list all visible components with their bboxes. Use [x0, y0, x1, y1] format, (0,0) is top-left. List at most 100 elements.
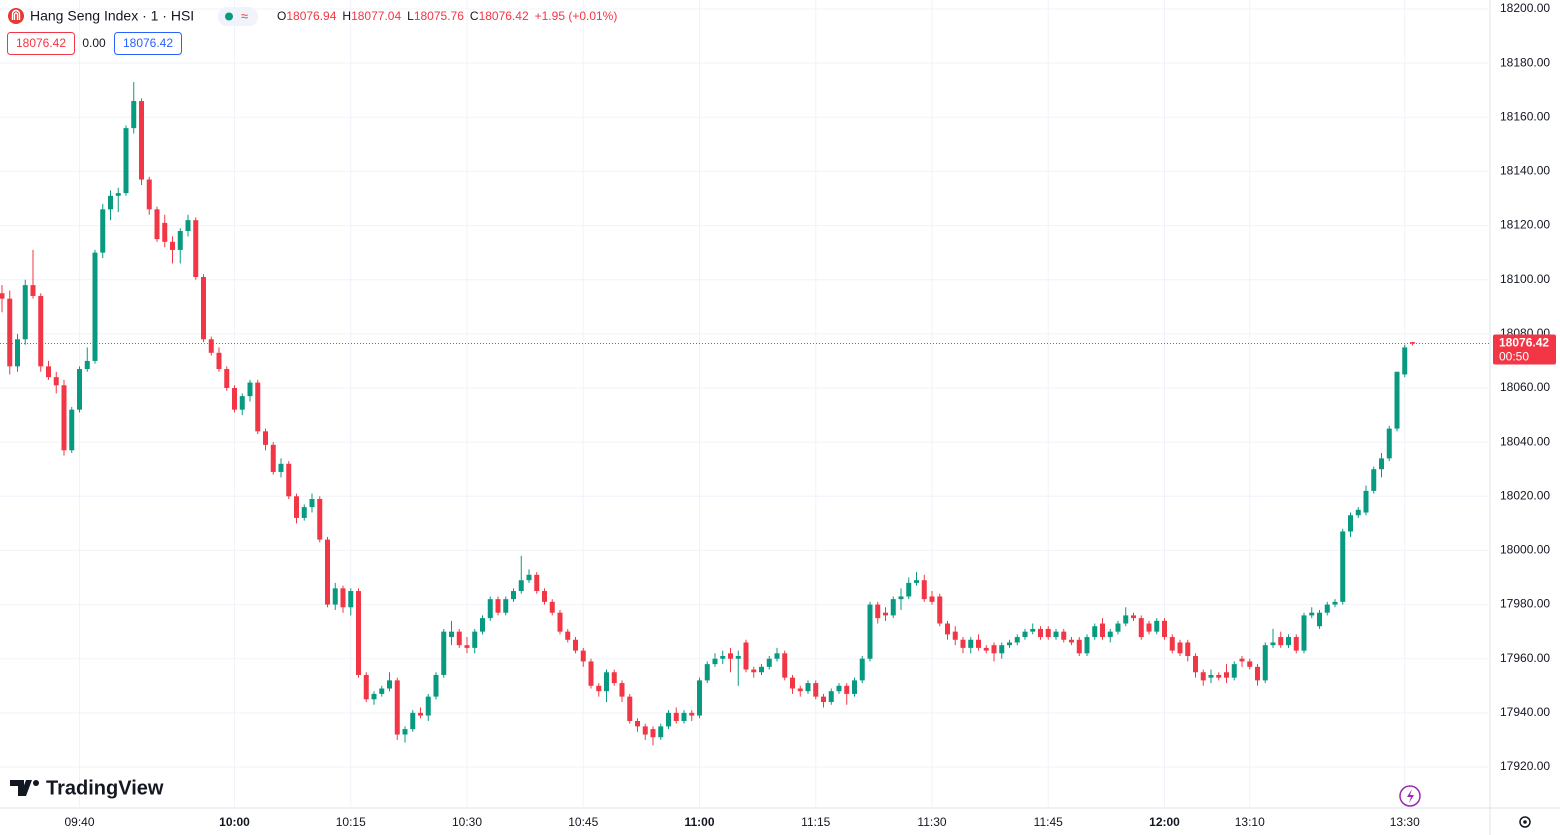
x-tick-label: 10:45: [568, 815, 598, 829]
candle-body: [1061, 631, 1067, 640]
candle-body: [1332, 601, 1338, 605]
status-icon: ≈: [241, 8, 248, 23]
candle-body: [84, 360, 90, 370]
y-tick-label: 18140.00: [1500, 164, 1550, 178]
candle-body: [495, 599, 501, 613]
candle-body: [1340, 531, 1346, 602]
candle-body: [332, 588, 338, 605]
y-tick-label: 18020.00: [1500, 488, 1550, 502]
candle-body: [38, 295, 44, 367]
candle-body: [239, 396, 245, 410]
candle-body: [418, 712, 423, 716]
candle-body: [1030, 628, 1036, 632]
candle-body: [247, 382, 253, 397]
candle-body: [1084, 637, 1090, 654]
spread: 0.00: [82, 36, 106, 50]
candle-body: [534, 574, 540, 592]
y-tick-label: 18120.00: [1500, 218, 1550, 232]
candle-body: [1053, 631, 1059, 638]
candle-body: [1224, 672, 1229, 678]
candle-body: [1402, 347, 1408, 375]
candle-body: [1038, 628, 1043, 638]
candle-body: [1007, 642, 1012, 646]
candle-body: [108, 195, 113, 210]
bid-box[interactable]: [7, 32, 75, 55]
x-tick-label: 11:15: [801, 815, 830, 829]
ask-box[interactable]: [114, 32, 182, 55]
x-tick-label: 11:00: [684, 815, 714, 829]
candle-body: [278, 463, 284, 472]
candle-body: [348, 591, 354, 608]
y-tick-label: 17980.00: [1500, 597, 1550, 611]
candle-body: [1107, 631, 1113, 638]
candle-body: [0, 293, 5, 299]
candle-body: [472, 631, 478, 648]
candle-body: [162, 222, 168, 242]
candle-body: [92, 252, 98, 361]
candle-body: [526, 574, 532, 581]
candle-body: [371, 693, 377, 700]
candle-body: [1231, 664, 1237, 678]
candle-body: [542, 591, 547, 602]
x-tick-label: 12:00: [1149, 815, 1180, 829]
candle-body: [790, 677, 795, 689]
candle-body: [1286, 637, 1291, 646]
candle-body: [387, 680, 392, 689]
candle-body: [464, 645, 470, 648]
candle-body: [1092, 626, 1098, 638]
candle-body: [573, 639, 578, 651]
candle-body: [1309, 612, 1315, 616]
candle-body: [867, 604, 873, 659]
brand-name[interactable]: TradingView: [46, 777, 164, 799]
candle-body: [232, 388, 237, 410]
candle-body: [356, 591, 361, 675]
candle-body: [759, 666, 764, 673]
settings-icon[interactable]: [1519, 816, 1531, 828]
symbol-title[interactable]: Hang Seng Index · 1 · HSI: [30, 8, 194, 24]
candle-body: [673, 712, 679, 721]
candle-body: [681, 712, 687, 721]
candle-body: [69, 409, 75, 451]
candle-body: [751, 669, 757, 673]
candle-body: [960, 639, 966, 648]
y-tick-label: 18200.00: [1500, 1, 1550, 15]
candle-body: [875, 604, 881, 619]
candle-body: [743, 642, 749, 670]
candle-body: [1162, 620, 1167, 638]
candle-body: [836, 685, 842, 692]
candle-body: [325, 539, 330, 605]
candle-body: [46, 366, 51, 378]
candle-body: [991, 645, 997, 654]
candle-body: [945, 623, 950, 635]
candle-body: [813, 683, 819, 697]
candle-body: [30, 285, 36, 296]
candle-body: [201, 277, 206, 340]
candle-body: [1270, 642, 1276, 646]
last-price-tag: [1493, 334, 1556, 365]
candle-body: [410, 712, 416, 730]
candle-body: [697, 680, 702, 716]
candle-body: [402, 729, 408, 735]
candle-body: [999, 645, 1005, 654]
candle-body: [728, 653, 733, 659]
candle-body: [425, 696, 431, 716]
last-price-label: 18076.42: [1499, 336, 1549, 350]
candle-body: [123, 128, 129, 194]
candle-body: [921, 580, 927, 600]
candle-body: [604, 672, 609, 692]
candle-body: [154, 209, 160, 240]
y-tick-label: 17920.00: [1500, 759, 1550, 773]
x-tick-label: 10:30: [452, 815, 482, 829]
brand-logo: [10, 780, 32, 796]
candle-body: [1069, 639, 1074, 643]
market-open-dot: [225, 12, 233, 21]
candle-body: [976, 639, 981, 648]
candle-body: [952, 631, 958, 640]
candle-body: [1216, 674, 1222, 678]
candle-body: [77, 369, 82, 410]
candle-body: [1045, 628, 1051, 638]
candle-body: [1247, 661, 1253, 667]
status-badge[interactable]: [218, 7, 258, 26]
candle-body: [224, 369, 230, 388]
x-tick-label: 13:30: [1390, 815, 1420, 829]
